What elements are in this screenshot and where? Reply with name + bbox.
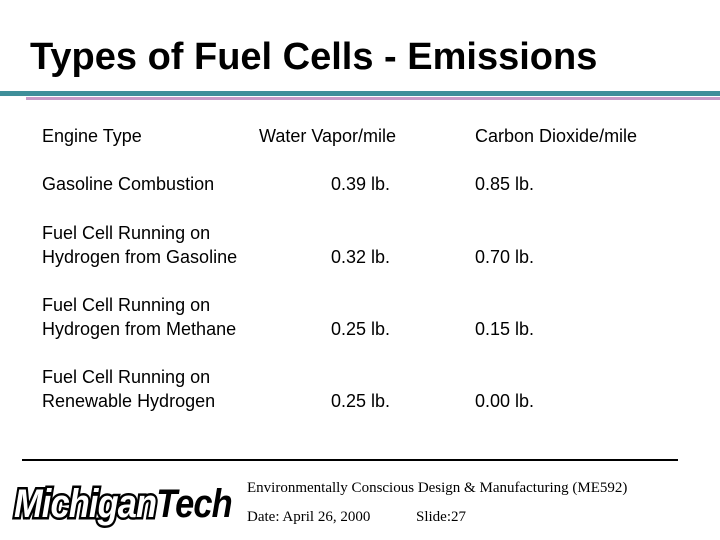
- row-3-engine-line2: Hydrogen from Methane: [42, 319, 237, 339]
- title-accent-rule: [26, 97, 720, 100]
- slide-title: Types of Fuel Cells - Emissions: [30, 36, 598, 78]
- footer-divider: [22, 459, 678, 461]
- michigan-tech-logo: MichiganTech: [12, 480, 233, 529]
- row-1-engine: Gasoline Combustion: [42, 174, 215, 194]
- row-4-water: 0.25 lb.: [331, 391, 391, 411]
- row-4-engine-line1: Fuel Cell Running on: [42, 367, 211, 387]
- row-2-co2: 0.70 lb.: [475, 247, 535, 267]
- course-name: Environmentally Conscious Design & Manuf…: [247, 480, 628, 496]
- logo-michigan: Michigan: [12, 480, 159, 529]
- title-rule: [0, 91, 720, 96]
- slide-number: Slide:27: [416, 509, 467, 525]
- row-1-water: 0.39 lb.: [331, 174, 391, 194]
- row-2-engine-line2: Hydrogen from Gasoline: [42, 247, 238, 267]
- header-engine-type: Engine Type: [42, 126, 142, 146]
- row-2-water: 0.32 lb.: [331, 247, 391, 267]
- logo-tech: Tech: [156, 482, 232, 526]
- row-4-co2: 0.00 lb.: [475, 391, 535, 411]
- header-water-vapor: Water Vapor/mile: [259, 126, 397, 146]
- row-3-co2: 0.15 lb.: [475, 319, 535, 339]
- row-2-engine-line1: Fuel Cell Running on: [42, 223, 211, 243]
- row-3-engine-line1: Fuel Cell Running on: [42, 295, 211, 315]
- row-1-co2: 0.85 lb.: [475, 174, 535, 194]
- slide-date: Date: April 26, 2000: [247, 509, 371, 525]
- row-4-engine-line2: Renewable Hydrogen: [42, 391, 216, 411]
- header-carbon-dioxide: Carbon Dioxide/mile: [475, 126, 638, 146]
- row-3-water: 0.25 lb.: [331, 319, 391, 339]
